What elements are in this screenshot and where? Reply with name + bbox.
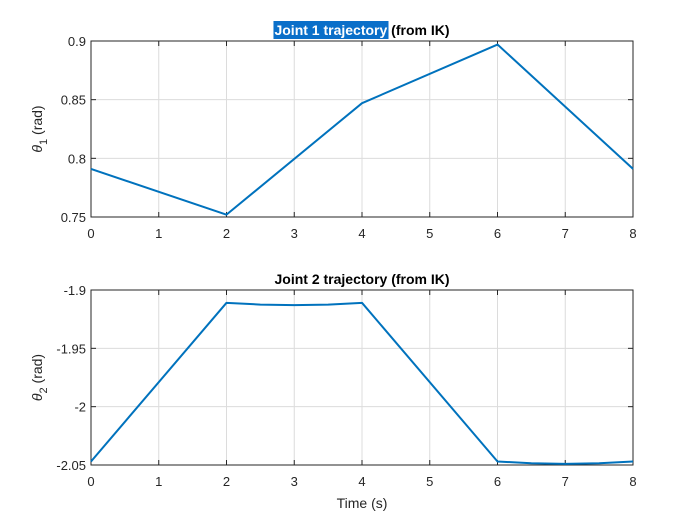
x-tick-label: 4 bbox=[358, 474, 365, 489]
x-tick-label: 1 bbox=[155, 474, 162, 489]
y-axis-label: θ1 (rad) bbox=[29, 105, 50, 152]
chart-title-highlighted: Joint 1 trajectory bbox=[274, 22, 387, 38]
y-axis-label-subscript: 1 bbox=[38, 139, 50, 145]
x-tick-label: 5 bbox=[426, 474, 433, 489]
y-tick-label: 0.9 bbox=[68, 34, 86, 49]
x-tick-label: 7 bbox=[562, 474, 569, 489]
series-line bbox=[90, 43, 634, 216]
y-tick-label: -1.95 bbox=[56, 341, 86, 356]
x-tick-label: 2 bbox=[223, 226, 230, 241]
y-tick-label: 0.75 bbox=[61, 210, 86, 225]
chart-title-rest: (from IK) bbox=[387, 22, 449, 38]
y-axis-label-unit: (rad) bbox=[29, 105, 45, 138]
y-axis-label: θ2 (rad) bbox=[29, 354, 50, 401]
y-tick-label: -2 bbox=[74, 400, 86, 415]
x-tick-label: 3 bbox=[291, 226, 298, 241]
chart-title: Joint 1 trajectory (from IK) bbox=[274, 22, 449, 38]
x-tick-label: 5 bbox=[426, 226, 433, 241]
x-axis-label: Time (s) bbox=[337, 495, 388, 511]
y-tick-label: 0.85 bbox=[61, 93, 86, 108]
x-tick-label: 4 bbox=[358, 226, 365, 241]
x-tick-label: 8 bbox=[629, 226, 636, 241]
x-tick-label: 0 bbox=[87, 226, 94, 241]
chart-title-rest: Joint 2 trajectory (from IK) bbox=[274, 271, 449, 287]
x-tick-label: 7 bbox=[562, 226, 569, 241]
y-axis-label-symbol: θ bbox=[29, 393, 45, 401]
y-tick-label: -1.9 bbox=[64, 283, 86, 298]
y-tick-label: -2.05 bbox=[56, 458, 86, 473]
title-selection-highlight bbox=[273, 21, 389, 39]
x-tick-label: 1 bbox=[155, 226, 162, 241]
y-axis-label-subscript: 2 bbox=[38, 387, 50, 393]
y-axis-label-unit: (rad) bbox=[29, 354, 45, 387]
chart-title: Joint 2 trajectory (from IK) bbox=[274, 271, 449, 287]
chart-panel-2: 0 1 2 3 4 5 6 7 8 -2.05 -2 -1.95 -1.9 Joint 2 traject… bbox=[29, 271, 637, 511]
x-tick-label: 0 bbox=[87, 474, 94, 489]
x-tick-label: 6 bbox=[494, 226, 501, 241]
y-axis-label-symbol: θ bbox=[29, 145, 45, 153]
series-line bbox=[90, 301, 634, 465]
x-tick-label: 8 bbox=[629, 474, 636, 489]
x-tick-label: 2 bbox=[223, 474, 230, 489]
x-tick-label: 3 bbox=[291, 474, 298, 489]
x-tick-label: 6 bbox=[494, 474, 501, 489]
chart-panel-1: 0 1 2 3 4 5 6 7 8 0.75 0.8 0.85 0.9 Joint 1 trajector… bbox=[29, 21, 637, 241]
y-tick-label: 0.8 bbox=[68, 151, 86, 166]
